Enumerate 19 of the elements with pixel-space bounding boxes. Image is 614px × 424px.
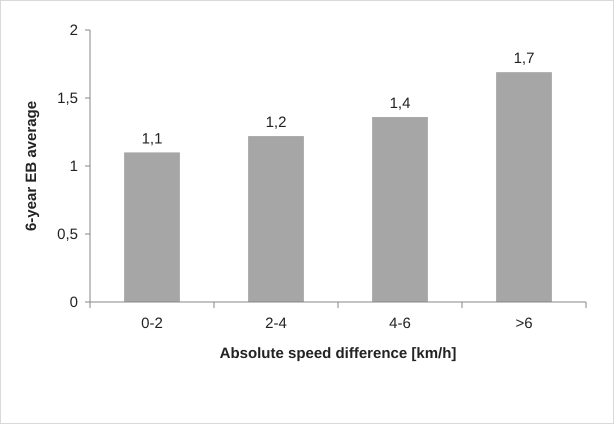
data-label: 1,1: [142, 130, 162, 148]
data-label: 1,4: [390, 95, 410, 112]
y-tick-label: 0: [70, 294, 78, 311]
y-tick-label: 1,5: [57, 90, 78, 107]
x-tick-label: >6: [515, 315, 533, 332]
data-label: 1,7: [514, 50, 534, 68]
y-tick-label: 2: [70, 22, 78, 39]
y-axis-title: 6-year EB average: [23, 100, 40, 232]
x-axis-title: Absolute speed difference [km/h]: [220, 345, 456, 362]
x-tick-label: 0-2: [141, 315, 163, 332]
bar: [124, 152, 180, 302]
x-tick-label: 4-6: [389, 315, 411, 332]
y-tick-label: 0,5: [57, 226, 78, 243]
y-tick-label: 1: [70, 158, 78, 175]
data-label: 1,2: [266, 114, 286, 132]
bar: [372, 117, 428, 302]
bar: [496, 72, 552, 302]
bar: [248, 136, 304, 302]
x-tick-label: 2-4: [265, 315, 287, 332]
